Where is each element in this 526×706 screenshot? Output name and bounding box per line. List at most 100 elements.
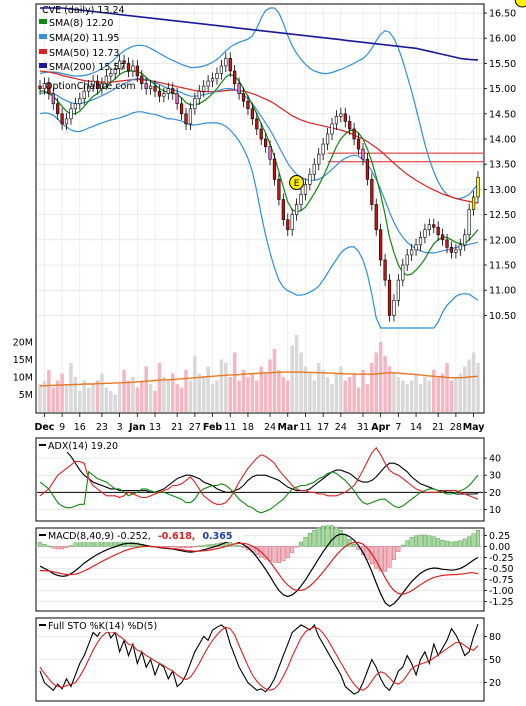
macd-histogram-bar xyxy=(268,546,273,562)
candle-body xyxy=(162,93,166,97)
candle-body xyxy=(166,88,170,94)
date-tick-label: 28 xyxy=(450,422,462,433)
earnings-markers: EE xyxy=(289,0,526,191)
price-candles xyxy=(38,52,480,322)
price-title: CVE (daily) 13.24 xyxy=(42,5,125,16)
macd-histogram-bar xyxy=(343,534,348,547)
candle-body xyxy=(436,226,440,236)
candle-body xyxy=(387,279,392,316)
candle-body xyxy=(60,113,64,125)
macd-histogram-bar xyxy=(175,546,180,548)
volume-bar xyxy=(224,363,228,412)
macd-histogram-bar xyxy=(285,546,290,559)
macd-title: MACD(8,40,9) -0.252, -0.618, 0.365 xyxy=(48,531,233,542)
macd-title-main: MACD(8,40,9) -0.252, xyxy=(48,531,151,542)
candle-body xyxy=(410,249,414,256)
volume-bar xyxy=(414,373,418,412)
macd-histogram-bar xyxy=(42,544,47,547)
volume-bar xyxy=(361,370,365,412)
macd-histogram-bar xyxy=(383,546,388,572)
date-tick-label: 27 xyxy=(189,422,201,433)
price-tick-label: 16.00 xyxy=(489,34,516,45)
volume-bar xyxy=(272,349,277,412)
macd-histogram-bar xyxy=(299,541,303,547)
sma200-swatch xyxy=(39,63,47,68)
volume-bar xyxy=(100,373,104,412)
adx-series-line xyxy=(39,445,479,495)
volume-bar xyxy=(294,335,299,412)
candle-body xyxy=(197,90,201,100)
price-tick-label: 13.00 xyxy=(489,185,516,196)
candle-body xyxy=(179,103,184,115)
price-tick-label: 13.50 xyxy=(489,160,516,171)
volume-bar xyxy=(206,366,210,412)
date-tick-label: 3 xyxy=(117,422,123,433)
macd-title-swatch xyxy=(39,534,46,536)
stochastic-title: Full STO %K(14) %D(5) xyxy=(48,621,157,632)
volume-bar xyxy=(135,387,140,412)
macd-histogram-bar xyxy=(316,527,321,547)
volume-bar xyxy=(91,384,95,412)
macd-histogram-bar xyxy=(206,544,211,547)
volume-bar xyxy=(51,387,56,412)
sma50-line xyxy=(39,70,479,204)
macd-lines xyxy=(39,533,479,607)
candle-body xyxy=(286,219,290,231)
candle-body xyxy=(250,108,254,120)
macd-histogram-bar xyxy=(51,546,56,549)
candle-body xyxy=(383,259,387,281)
candle-body xyxy=(467,209,471,236)
indicator-tick-label: -1.25 xyxy=(489,597,514,608)
volume-bar xyxy=(396,377,401,412)
candle-body xyxy=(325,133,330,145)
volume-bar xyxy=(86,387,91,412)
price-overlay-lines xyxy=(39,7,483,329)
candle-body xyxy=(321,143,325,155)
candle-body xyxy=(312,163,316,175)
candle-body xyxy=(379,229,383,261)
candle-body xyxy=(259,128,263,140)
macd-histogram-bar xyxy=(241,546,246,548)
candle-body xyxy=(458,244,462,251)
candle-body xyxy=(233,70,237,84)
candle-body xyxy=(427,224,431,231)
candle-body xyxy=(184,113,188,125)
volume-bar xyxy=(401,380,405,412)
indicator-tick-label: 80 xyxy=(489,632,501,643)
volume-bar xyxy=(122,370,126,412)
volume-bar xyxy=(281,377,286,412)
volume-bar xyxy=(392,373,396,412)
volume-bar xyxy=(60,373,64,412)
stochastic-title-bg xyxy=(38,620,168,632)
indicator-tick-label: 50 xyxy=(489,655,501,666)
volume-bar xyxy=(38,384,42,412)
volume-bar xyxy=(471,352,476,412)
price-grid xyxy=(37,5,483,412)
macd-histogram-bar xyxy=(60,546,65,550)
candle-body xyxy=(396,279,400,301)
candle-body xyxy=(95,80,100,89)
price-tick-label: 11.50 xyxy=(489,261,516,272)
macd-series-line xyxy=(40,541,479,596)
stochastic-axis: 80 50 20 xyxy=(484,632,501,689)
macd-histogram-bar xyxy=(471,533,476,547)
volume-bar xyxy=(330,384,334,412)
candle-body xyxy=(361,148,365,160)
macd-histogram-bar xyxy=(409,536,414,547)
candle-body xyxy=(405,254,409,266)
candle-body xyxy=(69,108,73,120)
volume-bar xyxy=(188,380,193,412)
candle-body xyxy=(343,113,347,122)
date-tick-label: 18 xyxy=(242,422,254,433)
macd-histogram-bar xyxy=(210,544,215,547)
macd-histogram-bar xyxy=(55,546,60,550)
macd-histogram-bar xyxy=(440,540,445,547)
macd-histogram-bar xyxy=(330,525,334,547)
indicator-tick-label: 0.25 xyxy=(489,531,510,542)
volume-bar xyxy=(263,373,268,412)
macd-histogram-bar xyxy=(365,546,370,560)
candle-body xyxy=(100,83,104,89)
adx-axis: 40 30 20 10 xyxy=(484,454,501,516)
macd-histogram-bar xyxy=(405,540,410,547)
sma50-swatch xyxy=(39,49,47,54)
